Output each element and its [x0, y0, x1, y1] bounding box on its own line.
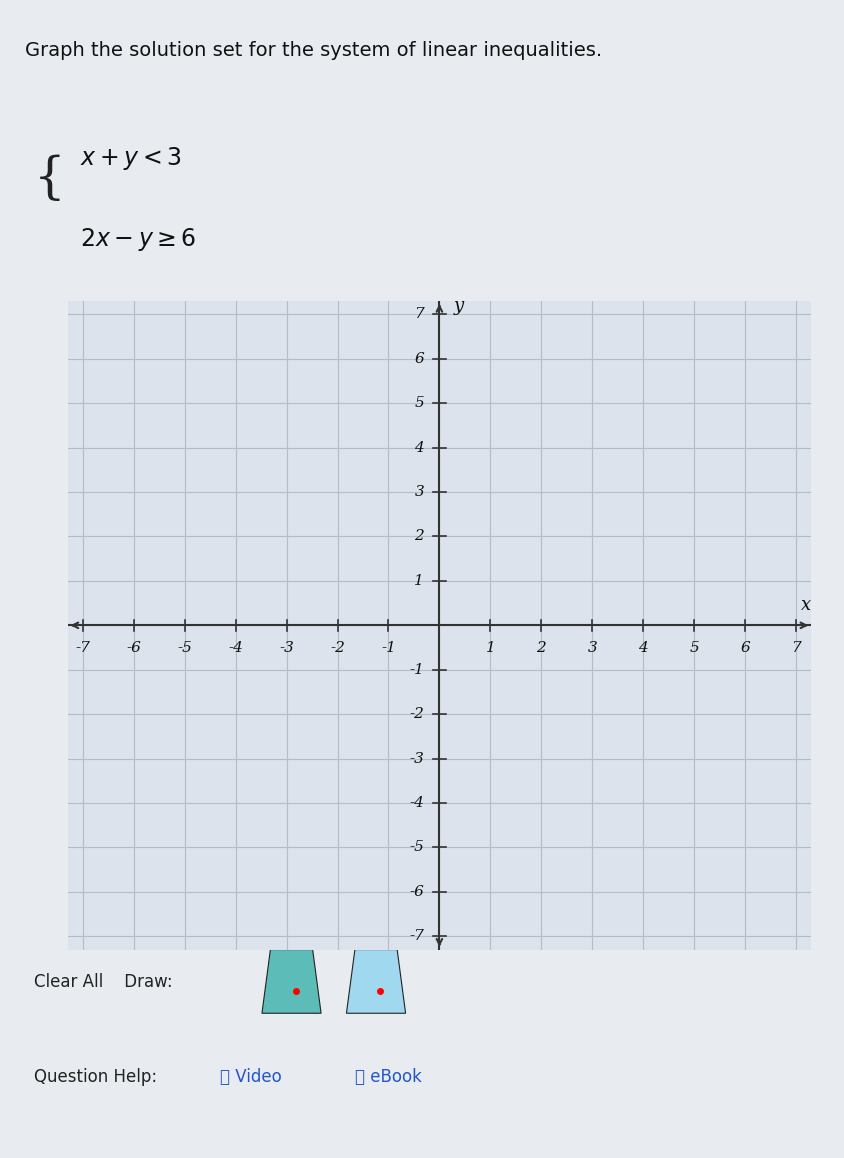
Text: y: y [453, 298, 463, 315]
Text: -7: -7 [408, 929, 424, 944]
Text: $2x - y \geq 6$: $2x - y \geq 6$ [80, 226, 197, 252]
Text: -2: -2 [330, 640, 344, 655]
Text: 5: 5 [689, 640, 698, 655]
Text: x: x [800, 596, 810, 615]
Text: -3: -3 [279, 640, 294, 655]
Text: 6: 6 [739, 640, 749, 655]
Text: -6: -6 [408, 885, 424, 899]
Text: -3: -3 [408, 752, 424, 765]
Text: 3: 3 [587, 640, 597, 655]
Text: 📋 eBook: 📋 eBook [354, 1068, 421, 1086]
Text: -5: -5 [408, 841, 424, 855]
Text: 1: 1 [485, 640, 495, 655]
Text: 3: 3 [414, 485, 424, 499]
Text: -2: -2 [408, 708, 424, 721]
Text: Question Help:: Question Help: [34, 1068, 157, 1086]
Text: 4: 4 [637, 640, 647, 655]
Text: {: { [34, 155, 66, 204]
Text: -6: -6 [127, 640, 141, 655]
Text: -4: -4 [228, 640, 243, 655]
Text: -4: -4 [408, 796, 424, 809]
Text: 7: 7 [790, 640, 800, 655]
Text: 2: 2 [414, 529, 424, 543]
Polygon shape [346, 950, 405, 1013]
Text: 6: 6 [414, 352, 424, 366]
Text: Clear All    Draw:: Clear All Draw: [34, 973, 172, 991]
Text: 2: 2 [536, 640, 545, 655]
Polygon shape [262, 950, 321, 1013]
Text: -1: -1 [408, 662, 424, 676]
Text: 📋 Video: 📋 Video [219, 1068, 281, 1086]
Text: -1: -1 [381, 640, 396, 655]
Text: 5: 5 [414, 396, 424, 410]
Text: -5: -5 [177, 640, 192, 655]
Text: 7: 7 [414, 307, 424, 322]
Text: $x + y < 3$: $x + y < 3$ [80, 145, 181, 171]
Text: 1: 1 [414, 574, 424, 588]
Text: -7: -7 [75, 640, 90, 655]
Text: 4: 4 [414, 441, 424, 455]
Text: Graph the solution set for the system of linear inequalities.: Graph the solution set for the system of… [25, 41, 602, 59]
